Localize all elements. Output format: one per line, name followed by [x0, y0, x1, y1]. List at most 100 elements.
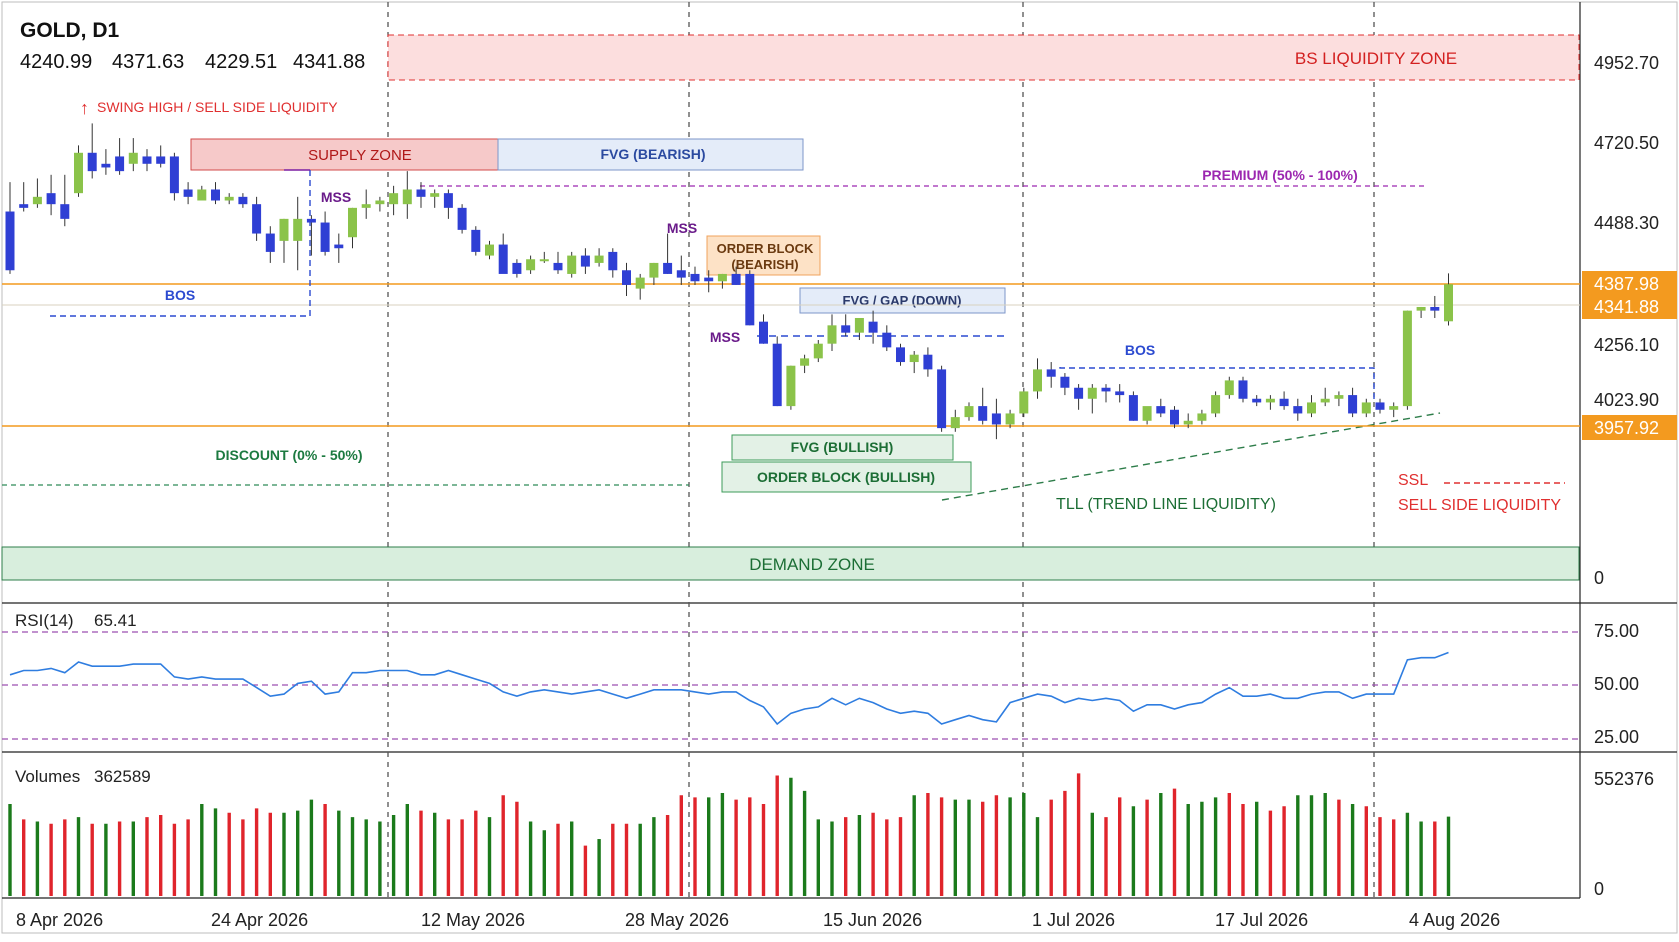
candle: [704, 270, 714, 293]
candle-body: [567, 255, 577, 274]
candle-body: [827, 325, 837, 344]
candle-body: [1430, 306, 1440, 311]
candle: [197, 185, 207, 201]
candle-body: [1087, 387, 1097, 399]
candle-body: [457, 207, 467, 230]
candle-body: [375, 200, 385, 205]
candle-body: [87, 152, 97, 172]
candle: [1156, 398, 1166, 418]
candle: [1389, 402, 1399, 418]
candle: [1444, 273, 1453, 326]
candle-body: [46, 193, 56, 205]
date-tick: 24 Apr 2026: [211, 910, 308, 930]
candle: [567, 251, 577, 278]
candle: [827, 314, 837, 352]
candle-body: [868, 321, 878, 333]
candle-body: [485, 244, 494, 256]
candle: [594, 248, 604, 267]
candle-body: [1320, 398, 1330, 403]
candle: [224, 193, 234, 205]
tll-label: TLL (TREND LINE LIQUIDITY): [1056, 496, 1276, 513]
price-tick: 0: [1594, 568, 1604, 588]
candle-body: [608, 251, 618, 271]
candle: [539, 251, 549, 263]
candle: [786, 365, 796, 410]
candle-body: [306, 218, 316, 223]
candle: [772, 336, 782, 407]
candle-body: [1197, 413, 1207, 421]
candle: [622, 262, 631, 296]
price-marker-current-bg: [1582, 294, 1677, 319]
candle: [320, 211, 330, 256]
candle: [1170, 406, 1179, 429]
candle: [252, 196, 262, 241]
fvg-gap-down-label: FVG / GAP (DOWN): [843, 293, 962, 308]
candle: [1074, 384, 1084, 410]
candle-body: [293, 218, 303, 241]
candle: [580, 248, 590, 274]
candle: [896, 343, 905, 366]
premium-label: PREMIUM (50% - 100%): [1202, 167, 1358, 183]
candle-body: [964, 406, 974, 418]
candle-body: [1211, 395, 1221, 414]
candle: [1320, 387, 1330, 407]
date-tick: 17 Jul 2026: [1215, 910, 1308, 930]
candle: [46, 174, 56, 216]
candle-body: [1142, 406, 1152, 421]
date-tick: 15 Jun 2026: [823, 910, 922, 930]
rsi-tick-25: 25.00: [1594, 727, 1639, 747]
fvg-bearish-zone: [497, 138, 804, 171]
candle-body: [649, 262, 659, 278]
candle-body: [32, 196, 42, 205]
candle-body: [348, 207, 357, 238]
candle-body: [1005, 413, 1015, 425]
candle-body: [1033, 369, 1042, 392]
ohlc-close: 4341.88: [293, 51, 365, 73]
candle: [183, 182, 193, 205]
candle: [348, 207, 357, 249]
candle: [101, 149, 111, 175]
candle-body: [635, 277, 645, 289]
candle: [1238, 376, 1248, 403]
candle-body: [539, 259, 549, 262]
candle-body: [1307, 402, 1316, 414]
candle: [19, 182, 29, 212]
candle-body: [1293, 406, 1303, 414]
candle: [1279, 391, 1289, 410]
mss-label-1: MSS: [321, 189, 351, 205]
bos-left: BOS: [50, 170, 311, 317]
candle-body: [854, 317, 864, 333]
candle: [430, 189, 440, 208]
candle: [745, 270, 755, 326]
candle-body: [745, 273, 755, 326]
candle-body: [1416, 306, 1426, 311]
candle-body: [224, 196, 234, 201]
candle: [841, 314, 851, 337]
candle-body: [909, 354, 919, 363]
candle-body: [169, 156, 179, 194]
candle: [1115, 384, 1125, 403]
candle-body: [498, 244, 508, 274]
candle-body: [1265, 398, 1275, 403]
candle: [32, 178, 42, 208]
candle: [964, 402, 974, 421]
volume-layer: [8, 773, 1451, 896]
candle: [1183, 413, 1193, 429]
candle-body: [512, 262, 522, 274]
candle: [389, 185, 399, 216]
price-tick: 4256.10: [1594, 335, 1659, 355]
candle: [443, 189, 453, 219]
ssl-label: SSL: [1398, 472, 1428, 489]
candle-body: [1156, 406, 1166, 414]
candle: [1128, 391, 1138, 421]
candle: [1334, 391, 1344, 407]
candle-body: [101, 163, 111, 168]
candle: [1265, 395, 1275, 410]
candle-body: [800, 358, 810, 366]
bos-right-line: [1059, 367, 1375, 400]
candle-body: [238, 196, 248, 205]
candle: [759, 314, 768, 344]
candle: [1307, 395, 1316, 418]
candles-layer: [5, 123, 1453, 440]
